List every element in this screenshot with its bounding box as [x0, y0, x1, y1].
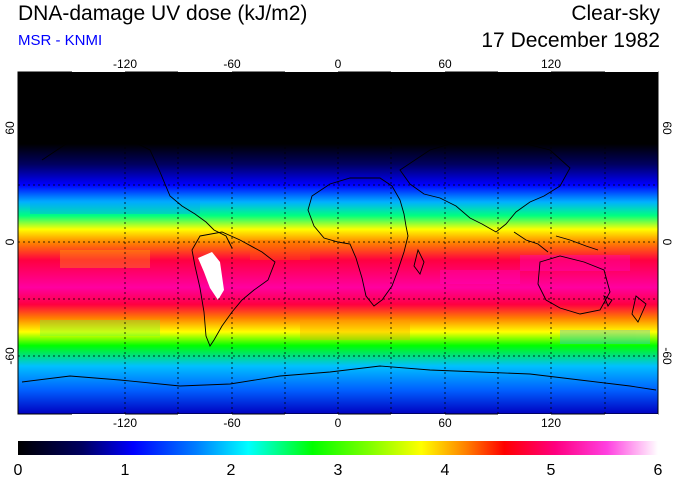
- map-date: 17 December 1982: [481, 29, 660, 52]
- lat-tick-right: 60: [660, 121, 674, 135]
- data-source: MSR - KNMI: [18, 32, 103, 49]
- lat-tick-left: 0: [3, 238, 17, 245]
- lat-tick-left: 60: [3, 121, 17, 135]
- frame-scale-bars: [72, 70, 658, 416]
- lon-tick-bottom: 120: [541, 416, 561, 430]
- lon-tick-bottom: -120: [113, 416, 137, 430]
- sky-condition: Clear-sky: [571, 2, 660, 25]
- colorbar-label: 5: [547, 462, 556, 479]
- field-variability: [30, 200, 650, 344]
- colorbar-label: 6: [654, 462, 663, 479]
- lon-tick-top: -120: [113, 57, 137, 71]
- lon-tick-top: 0: [335, 57, 342, 71]
- colorbar: [18, 441, 658, 455]
- lon-tick-bottom: 0: [335, 416, 342, 430]
- colorbar-label: 0: [14, 462, 23, 479]
- lon-tick-bottom: -60: [223, 416, 241, 430]
- lon-tick-top: 120: [541, 57, 561, 71]
- dose-maximum-patch: [198, 252, 224, 300]
- lon-tick-top: 60: [438, 57, 452, 71]
- map-title: DNA-damage UV dose (kJ/m2): [18, 2, 308, 25]
- lat-tick-left: -60: [3, 347, 17, 365]
- lat-tick-right: 0: [660, 239, 674, 246]
- colorbar-label: 2: [227, 462, 236, 479]
- colorbar-label: 3: [334, 462, 343, 479]
- coastlines: [21, 129, 657, 391]
- lon-tick-bottom: 60: [438, 416, 452, 430]
- colorbar-label: 1: [121, 462, 130, 479]
- lon-tick-top: -60: [223, 57, 241, 71]
- lat-tick-right: -60: [660, 347, 674, 365]
- colorbar-label: 4: [441, 462, 450, 479]
- graticule: [18, 72, 658, 414]
